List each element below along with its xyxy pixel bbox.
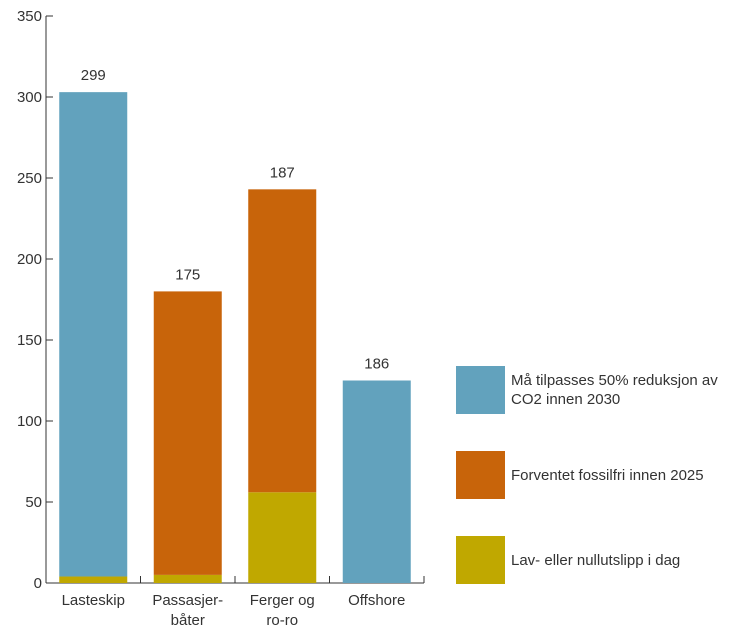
- legend-item-low-emission: Lav- eller nullutslipp i dag: [456, 536, 726, 584]
- y-tick-label: 350: [17, 8, 42, 25]
- bar-segment: [59, 576, 128, 583]
- legend-swatch: [456, 366, 505, 414]
- y-tick-label: 50: [25, 494, 42, 511]
- bar-segment: [248, 189, 317, 493]
- total-labels: 299 175 187 186: [81, 67, 390, 372]
- bar-total-label: 299: [81, 67, 106, 84]
- y-tick-label: 200: [17, 251, 42, 268]
- y-tick-label: 150: [17, 332, 42, 349]
- legend-item-fossil-free: Forventet fossilfri innen 2025: [456, 451, 726, 499]
- bars: [59, 92, 411, 583]
- bar-total-label: 186: [364, 356, 389, 373]
- bar-segment: [59, 92, 128, 577]
- bar-total-label: 187: [270, 164, 295, 181]
- x-category-label: Offshore: [348, 592, 405, 609]
- x-category-label: ro-ro: [266, 612, 298, 627]
- legend-item-reduction: Må tilpasses 50% reduksjon av CO2 innen …: [456, 366, 726, 414]
- legend-swatch: [456, 451, 505, 499]
- bar-segment: [153, 291, 222, 575]
- bar-total-label: 175: [175, 266, 200, 283]
- x-category-label: Passasjer-: [152, 592, 223, 609]
- legend-label: Forventet fossilfri innen 2025: [511, 466, 704, 484]
- x-axis: Lasteskip Passasjer-båter Ferger og ro-ro Of…: [46, 576, 425, 627]
- x-category-label: Lasteskip: [62, 592, 125, 609]
- y-tick-label: 0: [34, 575, 42, 592]
- bar-segment: [153, 574, 222, 583]
- x-category-label: Ferger og: [250, 592, 315, 609]
- legend-swatch: [456, 536, 505, 584]
- bar-segment: [248, 492, 317, 583]
- x-category-label: båter: [171, 612, 205, 627]
- bar-segment: [342, 380, 411, 583]
- y-tick-label: 300: [17, 89, 42, 106]
- legend-label: Lav- eller nullutslipp i dag: [511, 551, 681, 569]
- y-tick-label: 250: [17, 170, 42, 187]
- y-tick-label: 100: [17, 413, 42, 430]
- legend-label: Må tilpasses 50% reduksjon av CO2 innen …: [511, 372, 718, 408]
- y-axis: 0 50 100 150 200 250 300 350: [17, 8, 53, 592]
